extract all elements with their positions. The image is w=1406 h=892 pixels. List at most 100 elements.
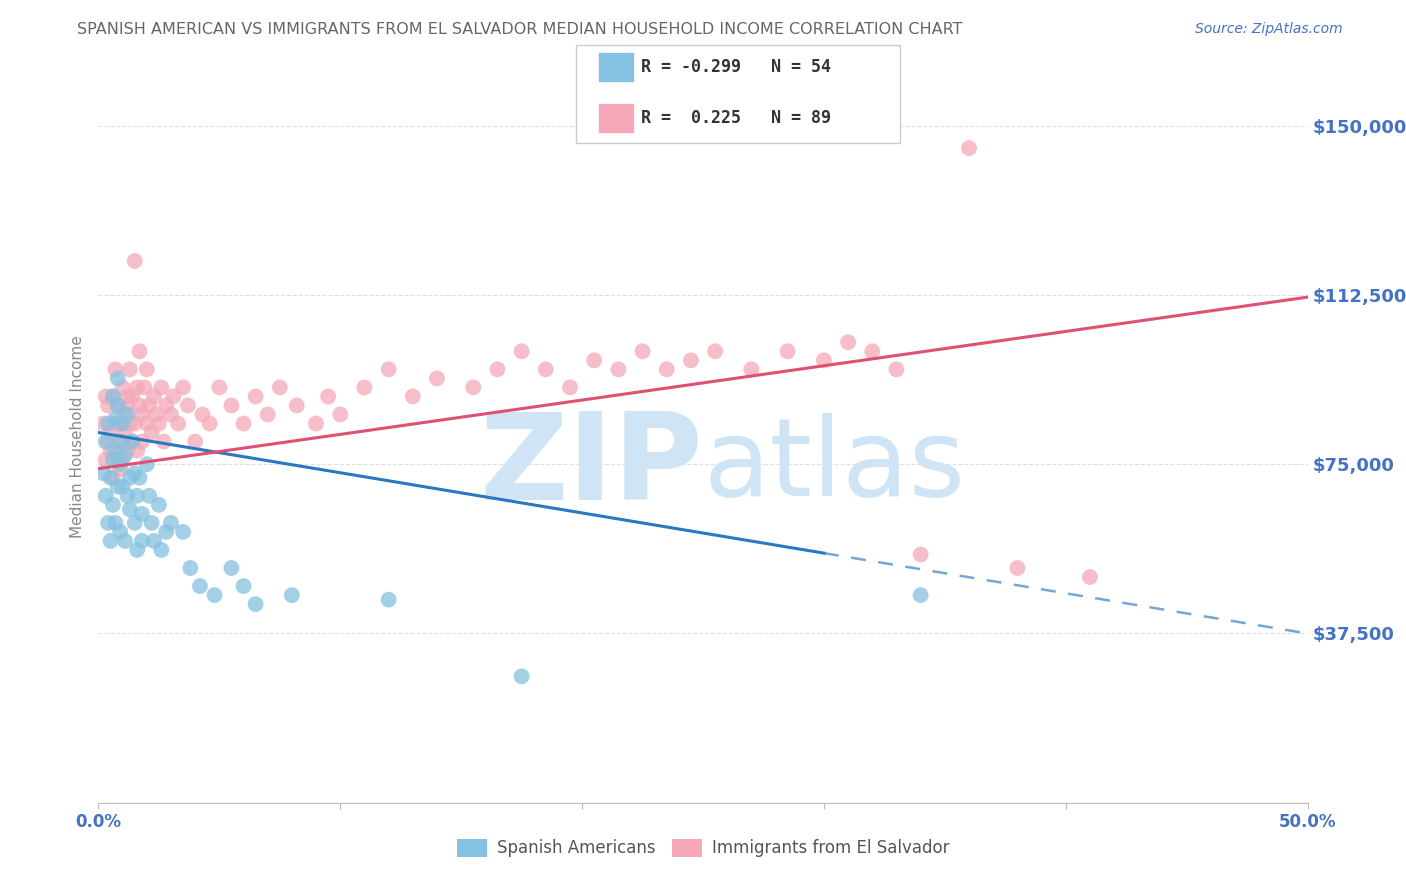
Point — [143, 533, 166, 548]
Point — [583, 353, 606, 368]
Point — [94, 489, 117, 503]
Point — [117, 408, 139, 422]
Point — [101, 452, 124, 467]
Text: R =  0.225   N = 89: R = 0.225 N = 89 — [641, 109, 831, 127]
Point — [184, 434, 207, 449]
Point — [131, 408, 153, 422]
Point — [97, 516, 120, 530]
Point — [108, 434, 131, 449]
Point — [426, 371, 449, 385]
Point — [510, 669, 533, 683]
Point — [101, 498, 124, 512]
Point — [160, 408, 183, 422]
Point — [131, 533, 153, 548]
Point — [118, 362, 141, 376]
Text: ZIP: ZIP — [479, 408, 703, 524]
Point — [107, 480, 129, 494]
Point — [135, 417, 157, 431]
Point — [118, 471, 141, 485]
Point — [402, 389, 425, 403]
Point — [104, 443, 127, 458]
Point — [204, 588, 226, 602]
Point — [221, 561, 243, 575]
Point — [117, 399, 139, 413]
Point — [353, 380, 375, 394]
Point — [107, 399, 129, 413]
Point — [91, 417, 114, 431]
Point — [607, 362, 630, 376]
Point — [316, 389, 339, 403]
Point — [100, 443, 122, 458]
Point — [104, 516, 127, 530]
Point — [957, 141, 980, 155]
Point — [128, 471, 150, 485]
Point — [631, 344, 654, 359]
Point — [107, 399, 129, 413]
Point — [155, 524, 177, 539]
Point — [121, 434, 143, 449]
Point — [558, 380, 581, 394]
Point — [127, 443, 149, 458]
Point — [155, 399, 177, 413]
Point — [127, 489, 149, 503]
Point — [377, 592, 399, 607]
Point — [740, 362, 762, 376]
Point — [655, 362, 678, 376]
Point — [198, 417, 221, 431]
Y-axis label: Median Household Income: Median Household Income — [69, 335, 84, 539]
Point — [269, 380, 291, 394]
Point — [124, 516, 146, 530]
Point — [150, 543, 173, 558]
Point — [160, 516, 183, 530]
Point — [107, 452, 129, 467]
Point — [329, 408, 352, 422]
Point — [148, 498, 170, 512]
Point — [94, 434, 117, 449]
Point — [108, 461, 131, 475]
Point — [167, 417, 190, 431]
Point — [245, 389, 267, 403]
Point — [117, 489, 139, 503]
Point — [118, 502, 141, 516]
Point — [101, 471, 124, 485]
Point — [135, 362, 157, 376]
Point — [100, 471, 122, 485]
Text: SPANISH AMERICAN VS IMMIGRANTS FROM EL SALVADOR MEDIAN HOUSEHOLD INCOME CORRELAT: SPANISH AMERICAN VS IMMIGRANTS FROM EL S… — [77, 22, 963, 37]
Point — [377, 362, 399, 376]
Point — [245, 597, 267, 611]
Point — [910, 588, 932, 602]
Point — [134, 380, 156, 394]
Point — [1078, 570, 1101, 584]
Point — [124, 254, 146, 268]
Point — [162, 389, 184, 403]
Point — [704, 344, 727, 359]
Point — [118, 417, 141, 431]
Point — [145, 408, 167, 422]
Point — [152, 434, 174, 449]
Point — [114, 448, 136, 462]
Point — [179, 561, 201, 575]
Point — [886, 362, 908, 376]
Point — [143, 389, 166, 403]
Point — [138, 489, 160, 503]
Point — [114, 408, 136, 422]
Point — [108, 457, 131, 471]
Point — [256, 408, 278, 422]
Legend: Spanish Americans, Immigrants from El Salvador: Spanish Americans, Immigrants from El Sa… — [450, 832, 956, 864]
Point — [97, 434, 120, 449]
Point — [108, 417, 131, 431]
Point — [510, 344, 533, 359]
Point — [305, 417, 328, 431]
Point — [1007, 561, 1029, 575]
Point — [104, 417, 127, 431]
Point — [837, 335, 859, 350]
Point — [131, 507, 153, 521]
Point — [463, 380, 485, 394]
Point — [94, 389, 117, 403]
Point — [221, 399, 243, 413]
Point — [127, 543, 149, 558]
Point — [100, 533, 122, 548]
Point — [128, 344, 150, 359]
Point — [128, 399, 150, 413]
Point — [148, 417, 170, 431]
